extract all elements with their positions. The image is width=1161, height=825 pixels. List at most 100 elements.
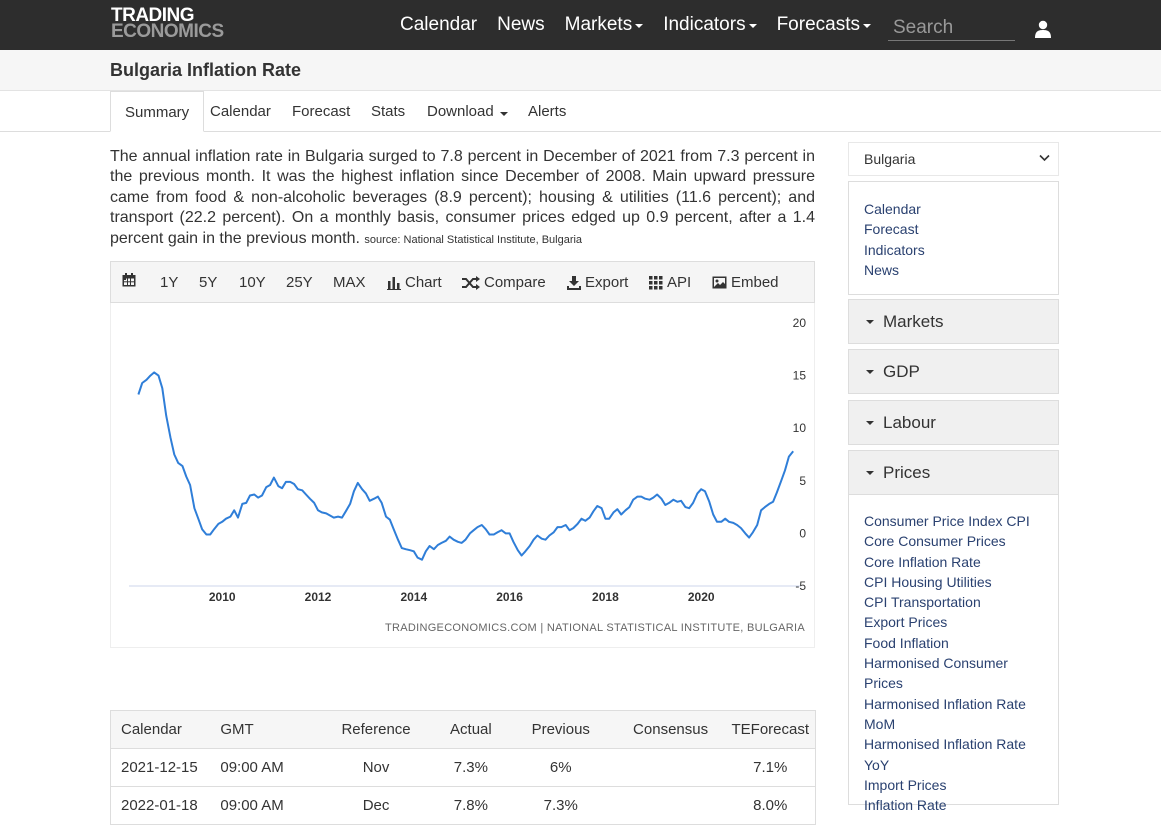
series-line[interactable] bbox=[137, 371, 794, 561]
x-tick-label: 2014 bbox=[400, 590, 427, 604]
sidebar-link-indicators[interactable]: Indicators bbox=[864, 241, 925, 258]
table-cell: 7.3% bbox=[505, 786, 616, 825]
range-5y[interactable]: 5Y bbox=[199, 274, 218, 291]
table-row: 2021-12-15 09:00 AM Nov 7.3% 6% 7.1% bbox=[110, 748, 816, 787]
column-header[interactable]: Actual bbox=[435, 710, 506, 749]
panel-label: Labour bbox=[883, 413, 936, 432]
prices-item[interactable]: Food Inflation bbox=[864, 634, 949, 651]
nav-label: Markets bbox=[564, 14, 633, 35]
table-cell: 2022-01-18 bbox=[110, 786, 221, 825]
page-title-bar: Bulgaria Inflation Rate bbox=[0, 50, 1161, 91]
export-button[interactable]: Export bbox=[567, 274, 628, 291]
x-tick-label: 2010 bbox=[209, 590, 236, 604]
nav-label: Calendar bbox=[400, 14, 478, 35]
range-25y[interactable]: 25Y bbox=[286, 274, 313, 291]
table-cell: 09:00 AM bbox=[220, 748, 317, 787]
caret-down-icon bbox=[748, 24, 757, 28]
prices-item[interactable]: Harmonised Inflation Rate YoY bbox=[864, 736, 1026, 773]
inflation-chart: 20 15 10 5 0 -5 2010 2012 2014 2016 2018 2020 bbox=[110, 303, 815, 648]
chart-button[interactable]: Chart bbox=[387, 274, 442, 291]
summary-body: The annual inflation rate in Bulgaria su… bbox=[110, 148, 815, 247]
tab-forecast[interactable]: Forecast bbox=[278, 91, 364, 132]
table-row: 2022-01-18 09:00 AM Dec 7.8% 7.3% 8.0% bbox=[110, 786, 816, 825]
compare-button[interactable]: Compare bbox=[462, 274, 546, 291]
prices-item[interactable]: Import Prices bbox=[864, 776, 947, 793]
prices-item[interactable]: Harmonised Consumer Prices bbox=[864, 655, 1008, 692]
nav-item-markets[interactable]: Markets bbox=[565, 14, 644, 36]
column-header[interactable]: Reference bbox=[316, 710, 436, 749]
tab-calendar[interactable]: Calendar bbox=[196, 91, 285, 132]
x-tick-label: 2012 bbox=[305, 590, 332, 604]
table-cell bbox=[615, 786, 726, 825]
nav-label: News bbox=[497, 14, 545, 35]
panel-label: GDP bbox=[883, 362, 920, 381]
download-icon bbox=[567, 275, 581, 290]
y-tick-label: 15 bbox=[793, 369, 807, 383]
chart-svg: 20 15 10 5 0 -5 2010 2012 2014 2016 2018 2020 bbox=[129, 316, 807, 604]
top-navbar: TRADING ECONOMICS Calendar News Markets Ind… bbox=[0, 0, 1161, 50]
tab-summary[interactable]: Summary bbox=[110, 91, 205, 132]
sidebar-panel-markets[interactable]: Markets bbox=[848, 299, 1059, 344]
nav-item-forecasts[interactable]: Forecasts bbox=[777, 14, 871, 36]
column-header[interactable]: TEForecast bbox=[725, 710, 816, 749]
search-input[interactable]: Search bbox=[888, 14, 1015, 41]
column-header[interactable]: Consensus bbox=[615, 710, 726, 749]
prices-item[interactable]: CPI Housing Utilities bbox=[864, 573, 992, 590]
range-10y[interactable]: 10Y bbox=[239, 274, 266, 291]
column-header[interactable]: GMT bbox=[220, 710, 317, 749]
sidebar-panel-labour[interactable]: Labour bbox=[848, 400, 1059, 445]
nav-label: Indicators bbox=[663, 14, 746, 35]
panel-label: Markets bbox=[883, 312, 944, 331]
prices-item[interactable]: Inflation Rate bbox=[864, 797, 947, 814]
y-tick-label: -5 bbox=[795, 579, 806, 593]
tab-label: Stats bbox=[371, 103, 406, 120]
y-tick-label: 5 bbox=[799, 474, 806, 488]
prices-item[interactable]: Core Inflation Rate bbox=[864, 553, 981, 570]
sidebar-link-news[interactable]: News bbox=[864, 261, 900, 278]
summary-text: The annual inflation rate in Bulgaria su… bbox=[110, 147, 815, 250]
nav-item-indicators[interactable]: Indicators bbox=[663, 14, 757, 36]
table-cell: Dec bbox=[316, 786, 436, 825]
sidebar-panel-gdp[interactable]: GDP bbox=[848, 349, 1059, 394]
sidebar-link-calendar[interactable]: Calendar bbox=[864, 201, 921, 217]
x-tick-label: 2016 bbox=[496, 590, 523, 604]
prices-item[interactable]: Export Prices bbox=[864, 614, 948, 631]
tab-alerts[interactable]: Alerts bbox=[514, 91, 580, 132]
sidebar-panel-prices[interactable]: Prices bbox=[848, 450, 1059, 495]
tab-label: Forecast bbox=[292, 103, 351, 120]
sidebar-link-forecast[interactable]: Forecast bbox=[864, 221, 919, 238]
tab-label: Calendar bbox=[210, 103, 271, 120]
tab-download[interactable]: Download bbox=[413, 91, 522, 132]
caret-down-icon bbox=[635, 24, 644, 28]
table-cell: 7.8% bbox=[435, 786, 506, 825]
y-tick-label: 20 bbox=[793, 316, 807, 330]
site-logo[interactable]: TRADING ECONOMICS bbox=[111, 6, 224, 41]
table-cell: 7.1% bbox=[725, 748, 816, 787]
table-cell: 7.3% bbox=[435, 748, 506, 787]
nav-item-news[interactable]: News bbox=[497, 14, 545, 36]
range-max[interactable]: MAX bbox=[333, 274, 366, 291]
column-header[interactable]: Previous bbox=[505, 710, 616, 749]
prices-item[interactable]: CPI Transportation bbox=[864, 594, 981, 611]
embed-button[interactable]: Embed bbox=[712, 274, 779, 291]
prices-item[interactable]: Core Consumer Prices bbox=[864, 533, 1006, 550]
y-tick-label: 10 bbox=[793, 421, 807, 435]
column-header[interactable]: Calendar bbox=[110, 710, 221, 749]
nav-item-calendar[interactable]: Calendar bbox=[400, 14, 477, 36]
tab-label: Alerts bbox=[528, 103, 567, 120]
range-1y[interactable]: 1Y bbox=[160, 274, 179, 291]
caret-down-icon bbox=[866, 421, 874, 425]
main-nav: Calendar News Markets Indicators Forecasts bbox=[400, 0, 891, 50]
export-label: Export bbox=[585, 274, 629, 291]
tab-stats[interactable]: Stats bbox=[357, 91, 419, 132]
calendar-icon[interactable] bbox=[122, 273, 140, 287]
table-cell: 09:00 AM bbox=[220, 786, 317, 825]
grid-icon bbox=[649, 275, 663, 289]
panel-label: Prices bbox=[883, 463, 931, 482]
prices-item[interactable]: Harmonised Inflation Rate MoM bbox=[864, 695, 1026, 732]
summary-source: source: National Statistical Institute, … bbox=[364, 233, 583, 246]
country-select[interactable]: Bulgaria bbox=[848, 142, 1059, 176]
api-button[interactable]: API bbox=[649, 274, 691, 291]
prices-item[interactable]: Consumer Price Index CPI bbox=[864, 513, 1030, 529]
user-icon[interactable] bbox=[1034, 20, 1052, 38]
